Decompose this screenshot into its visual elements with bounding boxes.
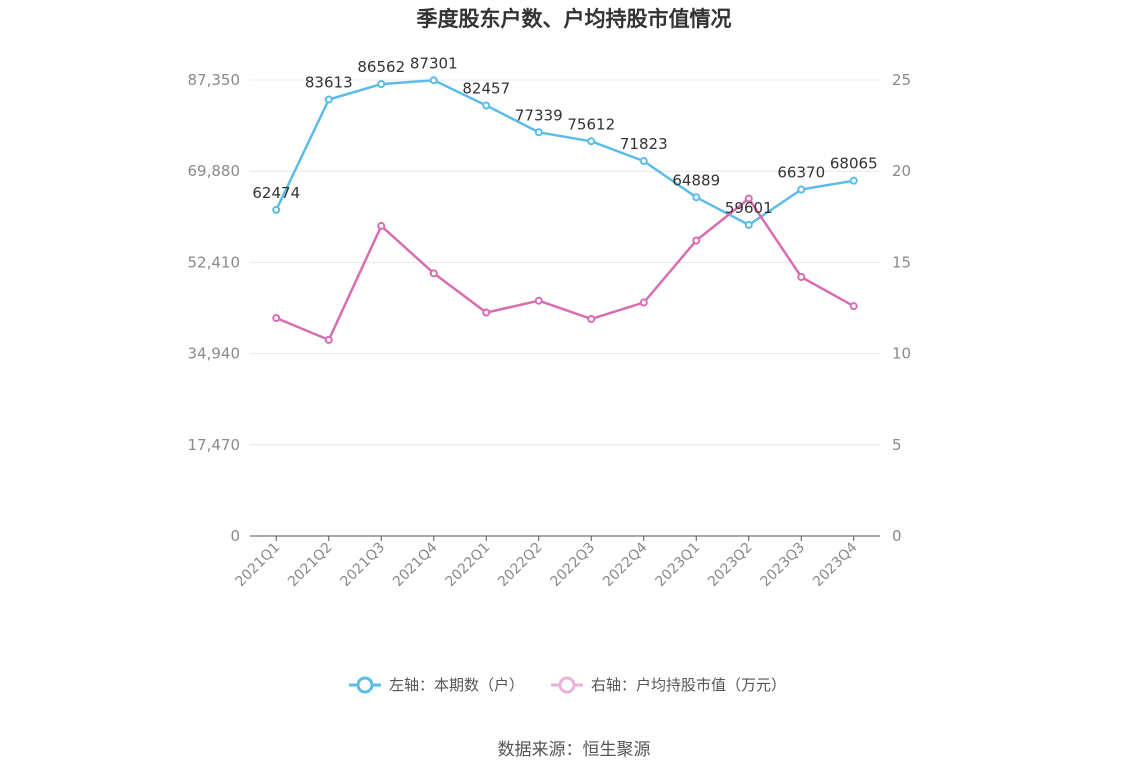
data-point-right[interactable] bbox=[692, 236, 701, 245]
x-tick-label: 2021Q3 bbox=[337, 540, 388, 591]
x-tick-label: 2021Q2 bbox=[285, 540, 336, 591]
x-tick-label: 2023Q4 bbox=[810, 539, 861, 590]
legend-label-right: 右轴：户均持股市值（万元） bbox=[591, 676, 786, 694]
legend[interactable]: 左轴：本期数（户） 右轴：户均持股市值（万元） bbox=[349, 676, 786, 694]
data-label: 83613 bbox=[305, 74, 353, 92]
data-point-left[interactable] bbox=[482, 101, 491, 110]
data-point-right[interactable] bbox=[797, 272, 806, 281]
x-tick-label: 2023Q3 bbox=[757, 540, 808, 591]
right-axis: 0 5 10 15 20 25 bbox=[892, 71, 911, 545]
data-point-right[interactable] bbox=[639, 298, 648, 307]
left-tick-label: 34,940 bbox=[188, 345, 241, 363]
data-label: 68065 bbox=[830, 155, 878, 173]
x-tick-label: 2023Q1 bbox=[652, 540, 703, 591]
data-point-left[interactable] bbox=[797, 185, 806, 194]
left-tick-label: 17,470 bbox=[188, 436, 241, 454]
data-label: 87301 bbox=[410, 54, 458, 72]
legend-marker-right bbox=[558, 676, 576, 694]
series-line-right bbox=[275, 197, 855, 342]
right-tick-label: 10 bbox=[892, 345, 911, 363]
left-tick-label: 0 bbox=[230, 527, 240, 545]
legend-item-left[interactable]: 左轴：本期数（户） bbox=[349, 676, 524, 694]
grid bbox=[250, 79, 880, 446]
left-axis: 0 17,470 34,940 52,410 69,880 87,350 bbox=[188, 71, 241, 545]
legend-item-right[interactable]: 右轴：户均持股市值（万元） bbox=[551, 676, 786, 694]
data-label: 66370 bbox=[777, 164, 825, 182]
data-label: 77339 bbox=[515, 106, 563, 124]
data-point-left[interactable] bbox=[272, 205, 281, 214]
legend-marker-left bbox=[356, 676, 374, 694]
x-tick-label: 2022Q4 bbox=[600, 539, 651, 590]
data-point-right[interactable] bbox=[534, 296, 543, 305]
data-label: 64889 bbox=[672, 171, 720, 189]
data-label: 86562 bbox=[357, 58, 405, 76]
data-point-left[interactable] bbox=[429, 76, 438, 85]
x-tick-label: 2023Q2 bbox=[705, 540, 756, 591]
left-tick-label: 69,880 bbox=[188, 162, 241, 180]
series-layer bbox=[272, 76, 858, 344]
x-tick-label: 2021Q4 bbox=[390, 539, 441, 590]
data-point-right[interactable] bbox=[482, 308, 491, 317]
data-point-right[interactable] bbox=[429, 269, 438, 278]
data-label: 71823 bbox=[620, 135, 668, 153]
data-point-right[interactable] bbox=[587, 314, 596, 323]
data-label: 82457 bbox=[462, 80, 510, 98]
source-note: 数据来源：恒生聚源 bbox=[498, 740, 651, 760]
data-label: 62474 bbox=[252, 184, 300, 202]
data-point-left[interactable] bbox=[744, 220, 753, 229]
right-tick-label: 25 bbox=[892, 71, 911, 89]
right-tick-label: 15 bbox=[892, 253, 911, 271]
data-point-left[interactable] bbox=[692, 193, 701, 202]
data-point-right[interactable] bbox=[744, 194, 753, 203]
right-tick-label: 0 bbox=[892, 527, 902, 545]
x-axis: 2021Q1 2021Q2 2021Q3 2021Q4 2022Q1 2022Q2 2022… bbox=[232, 535, 880, 591]
x-tick-label: 2021Q1 bbox=[232, 540, 283, 591]
data-label: 59601 bbox=[725, 199, 773, 217]
data-point-right[interactable] bbox=[849, 302, 858, 311]
series-line-left bbox=[275, 79, 855, 227]
data-point-right[interactable] bbox=[324, 335, 333, 344]
data-point-left[interactable] bbox=[324, 95, 333, 104]
right-tick-label: 20 bbox=[892, 162, 911, 180]
right-tick-label: 5 bbox=[892, 436, 902, 454]
data-point-left[interactable] bbox=[534, 128, 543, 137]
chart-title: 季度股东户数、户均持股市值情况 bbox=[417, 7, 732, 31]
data-point-right[interactable] bbox=[272, 314, 281, 323]
legend-label-left: 左轴：本期数（户） bbox=[389, 676, 524, 694]
data-point-left[interactable] bbox=[377, 80, 386, 89]
x-tick-label: 2022Q2 bbox=[495, 540, 546, 591]
left-tick-label: 52,410 bbox=[188, 253, 241, 271]
data-point-left[interactable] bbox=[849, 176, 858, 185]
data-point-right[interactable] bbox=[377, 221, 386, 230]
data-label: 75612 bbox=[567, 115, 615, 133]
data-point-left[interactable] bbox=[639, 157, 648, 166]
data-point-left[interactable] bbox=[587, 137, 596, 146]
x-tick-label: 2022Q1 bbox=[442, 540, 493, 591]
x-tick-label: 2022Q3 bbox=[547, 540, 598, 591]
left-tick-label: 87,350 bbox=[188, 71, 241, 89]
